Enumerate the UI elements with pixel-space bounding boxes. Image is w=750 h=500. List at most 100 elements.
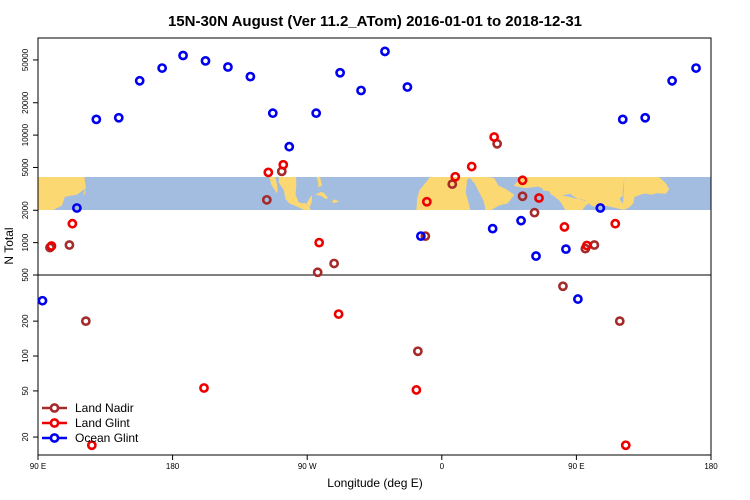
data-point	[263, 167, 274, 178]
data-point	[415, 231, 426, 242]
data-point	[113, 112, 124, 123]
land-baja	[269, 177, 278, 193]
data-point	[529, 207, 540, 218]
data-point	[86, 440, 97, 451]
data-point	[534, 193, 544, 203]
land-florida	[316, 177, 322, 188]
series-land-nadir	[45, 138, 625, 357]
y-axis-lower: 20 50 100 200	[21, 314, 38, 441]
data-point	[91, 114, 102, 125]
data-point	[559, 222, 570, 232]
data-point	[595, 203, 606, 213]
y-tick-label: 1000	[21, 233, 30, 251]
data-point	[200, 55, 211, 66]
land-mexico	[278, 177, 311, 210]
data-point	[450, 171, 461, 182]
x-tick-label: 0	[440, 462, 445, 471]
data-point	[487, 223, 498, 234]
data-point	[71, 203, 82, 213]
data-point	[199, 383, 209, 393]
y-tick-label: 500	[21, 268, 30, 282]
data-point	[572, 294, 583, 304]
data-point	[421, 196, 432, 207]
y-axis-label: N Total	[2, 227, 16, 264]
data-points	[37, 46, 701, 451]
data-point	[691, 63, 701, 73]
data-point	[329, 258, 340, 269]
y-tick-label: 2000	[21, 201, 30, 219]
data-point	[489, 132, 500, 142]
data-point	[67, 218, 78, 229]
data-point	[278, 159, 289, 170]
x-tick-label: 90 E	[30, 462, 46, 471]
land-hispaniola	[331, 199, 340, 203]
plot-frame	[37, 37, 712, 456]
legend-marker	[49, 403, 60, 413]
data-point	[411, 385, 422, 395]
data-point	[412, 346, 423, 357]
data-point	[517, 175, 528, 186]
data-point	[314, 237, 325, 248]
data-point	[517, 191, 528, 202]
x-axis-label: Longitude (deg E)	[327, 476, 422, 490]
y-tick-label: 100	[21, 349, 30, 363]
data-point	[335, 67, 346, 78]
data-point	[640, 112, 651, 123]
data-point	[267, 108, 278, 119]
data-point	[311, 108, 322, 119]
data-point	[223, 62, 233, 72]
x-tick-label: 90 W	[298, 462, 317, 471]
legend-label: Land Glint	[75, 416, 130, 430]
data-point	[157, 63, 168, 73]
data-point	[46, 241, 57, 251]
data-point	[64, 240, 75, 250]
data-point	[178, 50, 188, 61]
data-point	[284, 141, 295, 152]
legend-marker	[49, 418, 60, 428]
legend-label: Ocean Glint	[75, 431, 139, 445]
x-axis: 90 E 180 90 W 0 90 E 180	[30, 455, 718, 471]
data-point	[531, 251, 541, 261]
data-point	[620, 440, 631, 451]
land-india-south	[549, 192, 625, 210]
x-tick-label: 90 E	[568, 462, 584, 471]
data-point	[134, 75, 145, 86]
data-point	[617, 114, 628, 125]
data-point	[558, 281, 568, 292]
land-asia-west	[38, 177, 86, 210]
data-point	[589, 240, 600, 250]
data-point	[333, 309, 344, 319]
data-point	[80, 316, 91, 327]
data-point	[402, 82, 413, 92]
data-point	[466, 161, 477, 172]
legend-label: Land Nadir	[75, 401, 134, 415]
x-tick-label: 180	[166, 462, 180, 471]
chart-title: 15N-30N August (Ver 11.2_ATom) 2016-01-0…	[168, 13, 582, 30]
land-africa-arabia	[416, 177, 515, 210]
data-point	[261, 194, 272, 205]
world-map-band	[38, 177, 711, 210]
data-point	[561, 244, 571, 255]
y-tick-label: 10000	[21, 123, 30, 146]
y-tick-label: 50000	[21, 48, 30, 71]
y-axis-upper: 500 1000 2000 5000 10000 20000 50000	[21, 48, 38, 282]
data-point	[610, 218, 621, 229]
y-tick-label: 5000	[21, 158, 30, 176]
y-tick-label: 50	[21, 386, 30, 395]
y-tick-label: 20	[21, 432, 30, 441]
legend-marker	[49, 433, 60, 443]
series-ocean-glint	[37, 46, 701, 306]
data-point	[245, 71, 256, 82]
land-yucatan	[306, 195, 312, 208]
data-point	[37, 295, 48, 306]
data-point	[614, 316, 625, 327]
series-land-glint	[46, 132, 631, 451]
data-point	[312, 267, 323, 278]
land-cuba	[315, 192, 329, 199]
data-point	[516, 215, 526, 226]
data-point	[667, 75, 678, 86]
land-taiwan	[83, 187, 86, 195]
y-tick-label: 20000	[21, 91, 30, 114]
